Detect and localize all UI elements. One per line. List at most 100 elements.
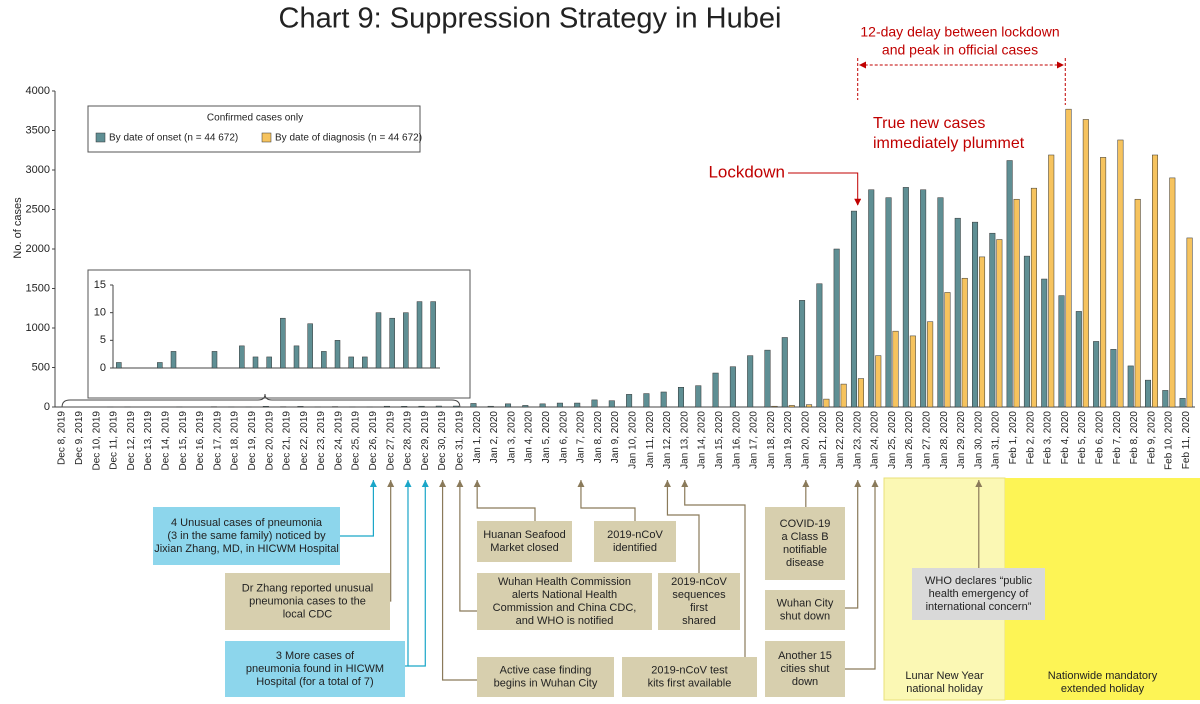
bar <box>781 337 788 408</box>
bar <box>927 321 934 408</box>
bar <box>556 402 563 408</box>
bar <box>1134 198 1141 408</box>
x-tick-label: Dec 20, 2019 <box>264 411 275 471</box>
timeline-box <box>477 521 572 562</box>
arrowhead <box>802 480 810 487</box>
bar <box>823 398 830 408</box>
bar <box>1152 154 1159 408</box>
x-tick-label: Jan 16, 2020 <box>731 411 742 469</box>
annotation: 12-day delay between lockdown <box>860 24 1059 40</box>
x-tick-label: Jan 3, 2020 <box>506 411 517 464</box>
x-tick-label: Jan 6, 2020 <box>558 411 569 464</box>
timeline-text: disease <box>786 557 824 569</box>
x-tick-label: Dec 25, 2019 <box>351 411 362 471</box>
arrowhead <box>404 480 412 487</box>
timeline-box <box>765 590 845 630</box>
connector <box>845 480 859 609</box>
y-tick-label: 0 <box>44 401 50 413</box>
timeline-text: begins in Wuhan City <box>494 677 598 689</box>
bar <box>764 349 771 408</box>
x-tick-label: Jan 22, 2020 <box>835 411 846 469</box>
timeline-text: 2019-nCoV <box>671 576 727 588</box>
bar <box>1006 160 1013 408</box>
timeline-box <box>622 657 757 697</box>
x-tick-label: Jan 1, 2020 <box>472 411 483 464</box>
bar <box>643 393 650 408</box>
bar <box>1048 154 1055 408</box>
x-tick-label: Dec 21, 2019 <box>282 411 293 471</box>
bar <box>747 355 754 408</box>
timeline-text: Wuhan City <box>777 597 834 609</box>
bar <box>574 402 581 408</box>
x-tick-label: Feb 1, 2020 <box>1008 411 1019 465</box>
y-tick-label: 4000 <box>26 85 50 97</box>
bar <box>252 356 259 369</box>
timeline-text: WHO declares “public <box>925 575 1032 587</box>
timeline-box <box>594 521 676 562</box>
timeline-text: 2019-nCoV test <box>651 664 727 676</box>
timeline-text: Another 15 <box>778 650 832 662</box>
bar <box>909 335 916 408</box>
bar <box>788 405 795 408</box>
timeline-box <box>153 507 340 565</box>
bar <box>262 406 269 408</box>
bar <box>1013 198 1020 408</box>
arrowhead <box>577 480 585 487</box>
x-tick-label: Dec 17, 2019 <box>212 411 223 471</box>
bar <box>799 300 806 408</box>
x-tick-label: Jan 31, 2020 <box>991 411 1002 469</box>
inset-y-tick-label: 5 <box>100 334 106 346</box>
bar <box>334 340 341 369</box>
timeline-text: local CDC <box>283 608 333 620</box>
timeline-box <box>765 641 845 697</box>
bar <box>375 312 382 369</box>
bar <box>1041 278 1048 408</box>
x-tick-label: Jan 10, 2020 <box>627 411 638 469</box>
bar <box>972 221 979 408</box>
bar <box>1065 108 1072 408</box>
bar <box>505 403 512 408</box>
lockdown-arrow <box>788 172 862 206</box>
bar <box>1169 177 1176 408</box>
x-tick-label: Jan 7, 2020 <box>576 411 587 464</box>
bar <box>280 317 286 369</box>
timeline-box <box>225 641 405 697</box>
timeline-text: Market closed <box>490 542 558 554</box>
x-tick-label: Jan 29, 2020 <box>956 411 967 469</box>
x-tick-label: Feb 5, 2020 <box>1077 411 1088 465</box>
x-tick-label: Feb 2, 2020 <box>1025 411 1036 465</box>
timeline-text: kits first available <box>648 677 732 689</box>
bar <box>293 345 300 369</box>
x-tick-label: Jan 5, 2020 <box>541 411 552 464</box>
legend-box <box>87 105 421 153</box>
x-tick-label: Dec 10, 2019 <box>91 411 102 471</box>
bar <box>1100 157 1107 408</box>
timeline-text: COVID-19 <box>780 518 831 530</box>
timeline-text: Wuhan Health Commission <box>498 576 631 588</box>
inset-bracket <box>61 393 461 408</box>
timeline-text: cities shut <box>781 663 830 675</box>
legend-title: Confirmed cases only <box>207 113 303 124</box>
bar <box>712 372 719 408</box>
bar <box>435 405 442 408</box>
bar <box>430 301 436 369</box>
x-tick-label: Dec 22, 2019 <box>299 411 310 471</box>
x-tick-label: Dec 9, 2019 <box>74 411 85 465</box>
connector <box>845 480 876 670</box>
x-tick-label: Jan 25, 2020 <box>887 411 898 469</box>
timeline-text: sequences <box>672 589 726 601</box>
arrowhead <box>387 480 395 487</box>
timeline-box <box>477 657 614 697</box>
arrowhead <box>456 480 464 487</box>
timeline-text: Dr Zhang reported unusual <box>242 582 373 594</box>
connector <box>340 480 374 537</box>
bar <box>470 403 477 408</box>
x-tick-label: Feb 8, 2020 <box>1129 411 1140 465</box>
x-tick-label: Dec 23, 2019 <box>316 411 327 471</box>
x-tick-label: Jan 26, 2020 <box>904 411 915 469</box>
holiday-label: national holiday <box>906 683 983 695</box>
x-tick-label: Dec 26, 2019 <box>368 411 379 471</box>
x-tick-label: Jan 2, 2020 <box>489 411 500 464</box>
bar <box>695 385 702 408</box>
